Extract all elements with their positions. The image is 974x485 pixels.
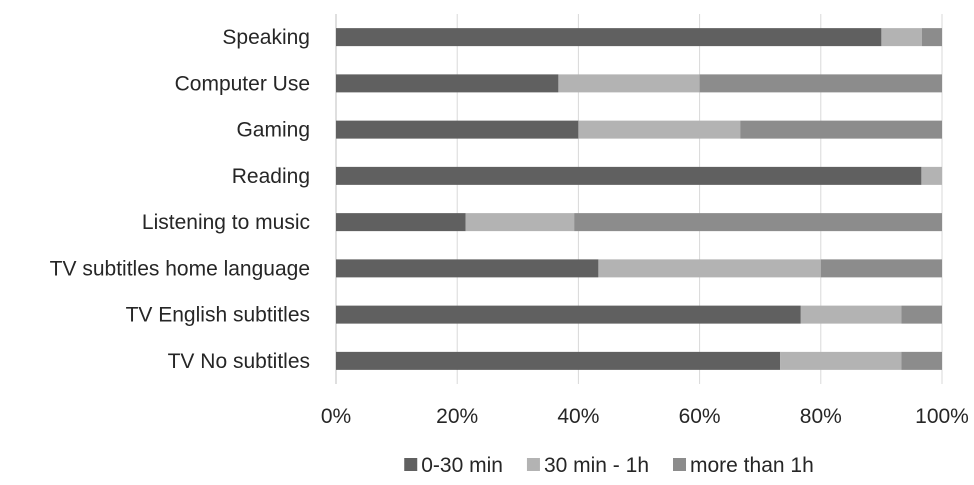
category-label: Gaming [236, 119, 310, 142]
bar-segment [800, 305, 902, 324]
legend-item: more than 1h [673, 454, 814, 477]
bar-segment [901, 305, 942, 324]
bar-segment [598, 259, 821, 278]
bar-segment [336, 259, 599, 278]
category-label: Speaking [222, 26, 310, 49]
category-labels: Speaking Computer Use Gaming Reading Listeni… [50, 26, 310, 373]
bar-segment [465, 213, 575, 232]
bar-segment [336, 305, 801, 324]
bar-segment [780, 351, 902, 370]
legend: 0-30 min 30 min - 1h more than 1h [404, 454, 814, 477]
bars [336, 28, 942, 370]
bar-segment [820, 259, 942, 278]
category-label: TV No subtitles [168, 350, 310, 373]
legend-label: 30 min - 1h [544, 454, 649, 477]
bar-segment [922, 28, 942, 47]
x-tick-labels: 0% 20% 40% 60% 80% 100% [321, 405, 969, 428]
x-tick-label: 40% [557, 405, 599, 428]
category-label: TV English subtitles [126, 304, 310, 327]
x-tick-label: 80% [800, 405, 842, 428]
legend-swatch [526, 458, 540, 471]
bar-segment [336, 213, 466, 232]
x-tick-label: 0% [321, 405, 351, 428]
category-label: Reading [232, 165, 310, 188]
x-tick-label: 20% [436, 405, 478, 428]
legend-label: 0-30 min [421, 454, 503, 477]
bar-segment [336, 351, 781, 370]
legend-item: 30 min - 1h [526, 454, 649, 477]
category-label: Computer Use [175, 72, 310, 95]
bar-segment [336, 28, 882, 47]
category-label: Listening to music [142, 211, 310, 234]
legend-label: more than 1h [690, 454, 814, 477]
gridlines [335, 14, 943, 384]
legend-swatch [673, 458, 687, 471]
legend-item: 0-30 min [404, 454, 503, 477]
category-label: TV subtitles home language [50, 257, 310, 280]
x-tick-label: 60% [679, 405, 721, 428]
bar-segment [740, 120, 942, 139]
bar-segment [574, 213, 942, 232]
bar-segment [578, 120, 741, 139]
bar-segment [336, 120, 579, 139]
bar-segment [921, 166, 942, 185]
x-tick-label: 100% [915, 405, 969, 428]
bar-segment [699, 74, 942, 93]
bar-segment [881, 28, 923, 47]
bar-segment [336, 166, 922, 185]
bar-segment [336, 74, 559, 93]
legend-swatch [404, 458, 418, 471]
bar-segment [558, 74, 700, 93]
bar-segment [901, 351, 942, 370]
